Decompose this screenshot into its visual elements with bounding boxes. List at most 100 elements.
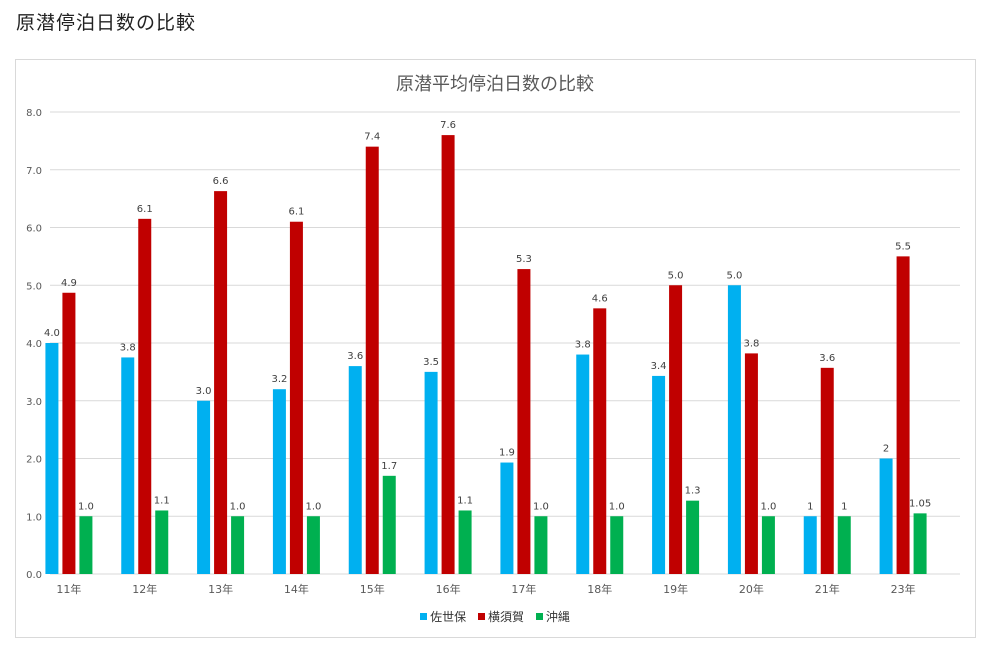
bar <box>744 353 758 574</box>
data-label: 3.8 <box>120 342 136 353</box>
bar <box>348 366 362 574</box>
data-label: 3.8 <box>575 340 591 351</box>
bar <box>686 500 700 574</box>
data-label: 1.0 <box>230 501 246 512</box>
bar <box>879 458 893 574</box>
y-tick-label: 5.0 <box>26 281 42 292</box>
bar <box>62 292 76 574</box>
x-tick-label: 15年 <box>360 582 385 596</box>
bar <box>272 389 286 574</box>
legend-item-yokosuka: 横須賀 <box>477 608 524 625</box>
bar <box>534 516 548 574</box>
data-label: 7.4 <box>364 132 380 143</box>
bar <box>610 516 624 574</box>
bar <box>803 516 817 574</box>
bar <box>913 513 927 574</box>
data-label: 1.9 <box>499 448 515 459</box>
data-label: 7.6 <box>440 120 456 131</box>
bar <box>458 510 472 574</box>
bar <box>231 516 245 574</box>
y-tick-label: 1.0 <box>26 512 42 523</box>
data-label: 5.5 <box>895 241 911 252</box>
data-labels: 4.0 4.9 1.0 3.8 6.1 1.1 3.0 6.6 1.0 3.2 6.1 1.0 3.6 7… <box>44 120 931 512</box>
x-tick-label: 18年 <box>587 582 612 596</box>
data-label: 4.0 <box>44 328 60 339</box>
data-label: 1 <box>841 501 847 512</box>
bar <box>593 308 607 574</box>
legend-label-okinawa: 沖縄 <box>545 610 570 624</box>
x-axis: 11年 12年 13年 14年 15年 16年 17年 18年 19年 20年 21年 23年 <box>56 582 915 596</box>
data-label: 5.0 <box>726 270 742 281</box>
x-tick-label: 13年 <box>208 582 233 596</box>
data-label: 1.0 <box>305 501 321 512</box>
bar <box>896 256 910 574</box>
bar <box>576 354 590 574</box>
data-label: 3.6 <box>347 351 363 362</box>
bar <box>652 375 666 574</box>
data-label: 3.0 <box>196 386 212 397</box>
data-label: 4.9 <box>61 278 77 289</box>
bar <box>79 516 93 574</box>
data-label: 1.0 <box>609 501 625 512</box>
data-label: 4.6 <box>592 293 608 304</box>
bar <box>306 516 320 574</box>
data-label: 6.1 <box>137 204 153 215</box>
x-tick-label: 11年 <box>56 582 81 596</box>
y-tick-label: 3.0 <box>26 397 42 408</box>
y-tick-label: 0.0 <box>26 570 42 581</box>
y-tick-label: 4.0 <box>26 339 42 350</box>
legend: 佐世保 横須賀 沖縄 <box>0 608 990 625</box>
data-label: 3.4 <box>651 361 667 372</box>
legend-label-sasebo: 佐世保 <box>430 610 467 624</box>
data-label: 3.5 <box>423 357 439 368</box>
data-label: 3.2 <box>271 374 287 385</box>
bar <box>820 367 834 574</box>
bar <box>45 343 59 574</box>
legend-label-yokosuka: 横須賀 <box>487 610 524 624</box>
bar <box>424 371 438 574</box>
bar <box>517 269 531 574</box>
x-tick-label: 20年 <box>739 582 764 596</box>
y-tick-label: 7.0 <box>26 166 42 177</box>
data-label: 1.3 <box>685 486 701 497</box>
legend-swatch-okinawa <box>535 613 543 620</box>
bar <box>121 357 135 574</box>
bar <box>382 475 396 574</box>
x-tick-label: 21年 <box>815 582 840 596</box>
data-label: 3.8 <box>743 338 759 349</box>
y-axis: 0.0 1.0 2.0 3.0 4.0 5.0 6.0 7.0 8.0 <box>26 108 42 581</box>
data-label: 3.6 <box>819 353 835 364</box>
data-label: 1.05 <box>909 498 931 509</box>
legend-item-okinawa: 沖縄 <box>535 608 570 625</box>
legend-swatch-yokosuka <box>477 613 485 620</box>
bar <box>441 135 455 574</box>
y-tick-label: 2.0 <box>26 455 42 466</box>
data-label: 2 <box>883 444 889 455</box>
data-label: 6.6 <box>213 176 229 187</box>
data-label: 5.0 <box>668 270 684 281</box>
bar <box>214 191 228 574</box>
data-label: 6.1 <box>288 207 304 218</box>
data-label: 1 <box>807 501 813 512</box>
data-label: 1.0 <box>760 501 776 512</box>
bar <box>197 400 211 574</box>
gridlines <box>50 111 960 575</box>
page-heading: 原潜停泊日数の比較 <box>16 12 197 34</box>
bars <box>45 135 927 574</box>
bar <box>500 462 514 574</box>
data-label: 1.0 <box>78 501 94 512</box>
x-tick-label: 16年 <box>436 582 461 596</box>
x-tick-label: 14年 <box>284 582 309 596</box>
chart-title: 原潜平均停泊日数の比較 <box>396 74 594 95</box>
data-label: 5.3 <box>516 254 532 265</box>
x-tick-label: 19年 <box>663 582 688 596</box>
data-label: 1.1 <box>154 495 170 506</box>
bar <box>155 510 169 574</box>
data-label: 1.1 <box>457 495 473 506</box>
x-tick-label: 12年 <box>132 582 157 596</box>
y-tick-label: 6.0 <box>26 224 42 235</box>
bar <box>837 516 851 574</box>
bar <box>761 516 775 574</box>
y-tick-label: 8.0 <box>26 108 42 119</box>
